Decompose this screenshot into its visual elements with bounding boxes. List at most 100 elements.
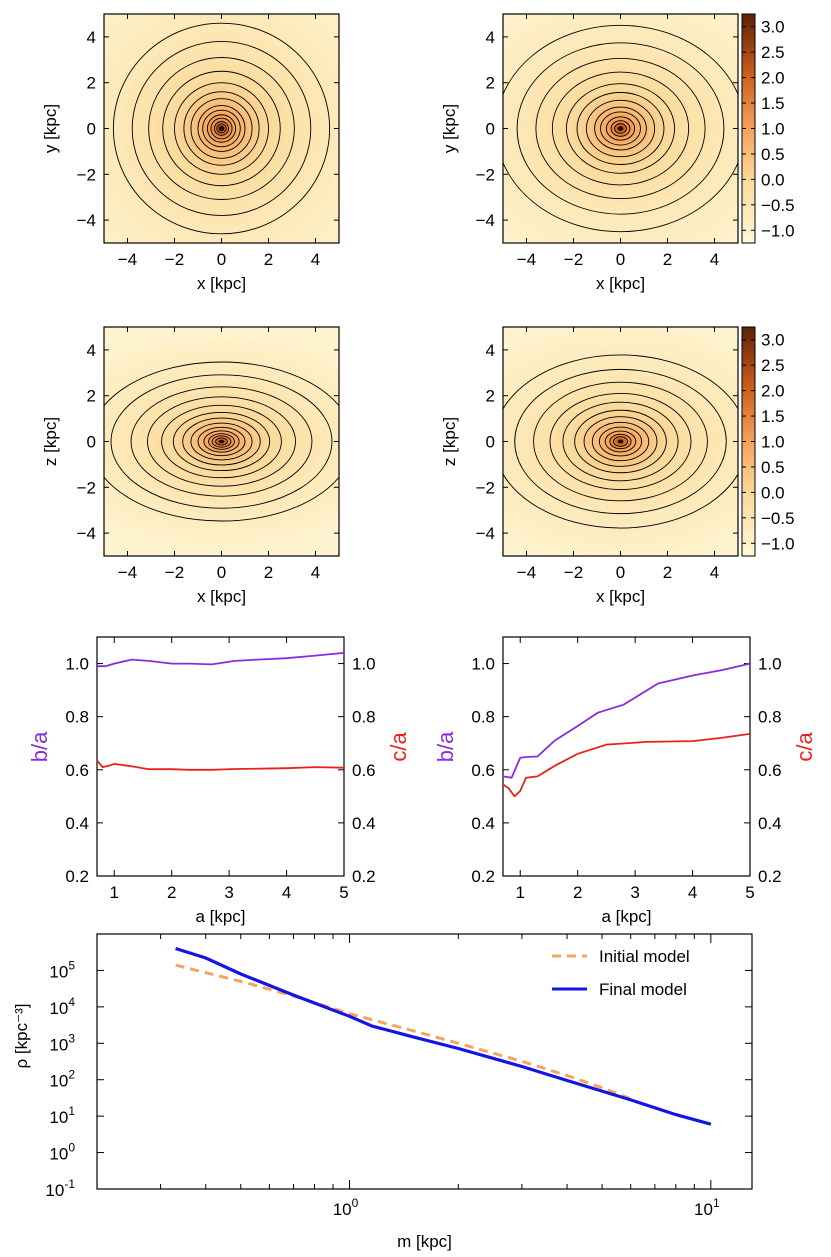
x-tick-label: −2 — [564, 250, 583, 269]
y-tick-label: 0 — [486, 433, 495, 452]
y-tick-label-left: 1.0 — [471, 655, 495, 674]
y-axis-label-right: c/a — [386, 732, 411, 762]
contour-line — [148, 57, 295, 200]
y-tick-label-right: 0.8 — [758, 708, 782, 727]
x-tick-label: −2 — [564, 563, 583, 582]
density-map-top-left: −4 −2 0 2 4 4 2 0 −2 −4 x [kpc] y [kpc] — [41, 13, 340, 293]
y-tick-label: −4 — [77, 211, 96, 230]
contour-line — [605, 116, 636, 141]
colorbar-tick-label: 0.5 — [761, 458, 785, 477]
plot-frame — [96, 933, 753, 1190]
y-tick-label-right: 0.6 — [352, 761, 376, 780]
x-axis-label: x [kpc] — [197, 274, 246, 293]
x-axis-label: x [kpc] — [596, 274, 645, 293]
colorbar-tick-label: 1.5 — [761, 407, 785, 426]
contour-line — [203, 430, 240, 453]
y-tick-label: 101 — [49, 1104, 75, 1127]
y-tick-label: 10-1 — [45, 1177, 75, 1200]
colorbar-tick-label: 1.5 — [761, 94, 785, 113]
y-tick-label: −2 — [77, 478, 96, 497]
y-tick-label: −4 — [476, 524, 495, 543]
y-tick-label: 4 — [486, 341, 495, 360]
contour-line — [211, 435, 232, 448]
y-tick-label: 104 — [49, 995, 75, 1018]
colorbar-tick-label: 2.5 — [761, 43, 785, 62]
x-axis-label: x [kpc] — [596, 587, 645, 606]
map-core — [617, 439, 624, 444]
contour-line — [598, 426, 643, 457]
contour-line — [215, 437, 228, 446]
plot-frame — [96, 636, 345, 877]
legend: Initial model Final model — [552, 947, 690, 999]
y-tick-label: 103 — [49, 1031, 75, 1054]
map-core — [218, 439, 225, 444]
y-tick-label: 4 — [87, 341, 96, 360]
contour-line — [197, 426, 246, 457]
y-tick-label: 2 — [486, 387, 495, 406]
x-axis-label: x [kpc] — [197, 587, 246, 606]
series-line-b-over-a — [97, 652, 345, 668]
contour-line — [585, 99, 656, 158]
contour-line — [183, 91, 260, 166]
x-tick-label: 2 — [264, 250, 273, 269]
y-tick-label: 2 — [486, 74, 495, 93]
contour-line — [202, 109, 241, 148]
y-tick-label-right: 1.0 — [352, 655, 376, 674]
y-tick-label: −2 — [476, 165, 495, 184]
y-tick-label-right: 0.2 — [352, 867, 376, 886]
map-field — [104, 327, 339, 556]
y-tick-label: −4 — [476, 211, 495, 230]
contour-line — [574, 409, 667, 474]
legend-label: Final model — [599, 980, 687, 999]
x-tick-label: 4 — [311, 250, 320, 269]
colorbar-tick-label: 1.0 — [761, 433, 785, 452]
y-tick-label-left: 0.2 — [471, 867, 495, 886]
y-axis-label-left: b/a — [433, 731, 458, 762]
contour-line — [533, 381, 708, 502]
x-tick-label: 2 — [264, 563, 273, 582]
colorbar-tick-label: 0.0 — [761, 483, 785, 502]
x-tick-label: 1 — [109, 883, 118, 902]
y-tick-label-right: 0.4 — [352, 814, 376, 833]
x-tick-label: 5 — [745, 883, 754, 902]
x-tick-label: 1 — [515, 883, 524, 902]
contour-line — [613, 436, 629, 447]
contour-line — [549, 392, 692, 491]
y-tick-label: 102 — [49, 1068, 75, 1091]
y-axis-label: z [kpc] — [440, 417, 459, 466]
contour-line — [208, 433, 235, 450]
y-axis-label-left: b/a — [27, 731, 52, 762]
contour-line — [614, 123, 627, 134]
contour-line — [583, 416, 658, 467]
contour-line — [551, 71, 690, 186]
y-tick-label-left: 1.0 — [65, 655, 89, 674]
map-core — [218, 125, 225, 132]
y-tick-label-left: 0.4 — [471, 814, 495, 833]
y-tick-label-left: 0.8 — [471, 708, 495, 727]
series-line-c-over-a — [502, 733, 751, 798]
contour-line — [110, 374, 333, 509]
y-tick-label: 2 — [87, 387, 96, 406]
x-tick-label: 0 — [217, 250, 226, 269]
contour-line — [174, 82, 269, 175]
x-axis-label: a [kpc] — [601, 907, 651, 926]
x-tick-label: −4 — [517, 563, 536, 582]
y-tick-label: 0 — [87, 120, 96, 139]
y-tick-label-right: 0.2 — [758, 867, 782, 886]
axis-ratio-plot-lower-right: 1 2 3 4 5 1.0 1.0 0.8 0.8 0.6 0.6 0.4 0.4 0.2 0.2 a [kp… — [433, 636, 817, 926]
density-map-middle-left: −4 −2 0 2 4 4 2 0 −2 −4 x [kpc] z [kpc] — [41, 326, 340, 606]
map-field — [503, 14, 738, 243]
x-tick-label: 4 — [282, 883, 291, 902]
x-tick-label: 3 — [224, 883, 233, 902]
x-tick-label: −2 — [165, 250, 184, 269]
y-tick-label-left: 0.6 — [471, 761, 495, 780]
x-tick-label: 4 — [710, 250, 719, 269]
y-tick-label: −2 — [476, 478, 495, 497]
x-axis-label: a [kpc] — [195, 907, 245, 926]
contour-line — [604, 430, 637, 453]
series-line-initial-model — [175, 963, 632, 1101]
x-tick-label: 2 — [167, 883, 176, 902]
y-axis-label-right: c/a — [792, 732, 817, 762]
density-map-middle-right: −4 −2 0 2 4 4 2 0 −2 −4 x [kpc] z [kpc] 3.0 2.5 2.0 1.5… — [440, 326, 795, 606]
